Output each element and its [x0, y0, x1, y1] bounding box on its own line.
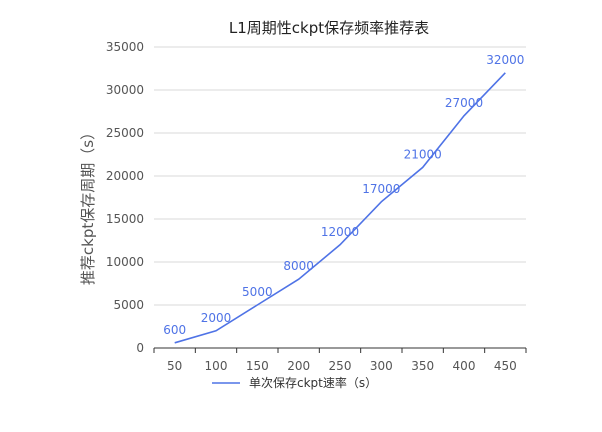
data-label: 5000: [242, 285, 273, 299]
x-tick-label: 250: [329, 359, 352, 373]
legend: 单次保存ckpt速率（s）: [212, 375, 377, 390]
y-axis-label: 推荐ckpt保存周期（s）: [79, 125, 97, 285]
x-tick-label: 200: [287, 359, 310, 373]
legend-label: 单次保存ckpt速率（s）: [249, 375, 377, 390]
x-tick-label: 150: [246, 359, 269, 373]
y-tick-label: 0: [136, 341, 144, 355]
data-label: 32000: [486, 53, 524, 67]
x-axis-ticks: 50 100 150 200 250 300 350 400 450: [153, 348, 527, 373]
y-tick-label: 15000: [106, 212, 144, 226]
data-label: 8000: [283, 259, 314, 273]
data-label: 27000: [445, 96, 483, 110]
y-tick-label: 5000: [113, 298, 144, 312]
data-label: 12000: [321, 225, 359, 239]
series-line: [174, 72, 506, 344]
data-labels: 600 2000 5000 8000 12000 17000 21000 27000 32000: [163, 53, 524, 337]
data-label: 2000: [201, 311, 232, 325]
x-tick-label: 100: [205, 359, 228, 373]
data-label: 17000: [362, 182, 400, 196]
x-tick-label: 400: [453, 359, 476, 373]
x-tick-label: 50: [167, 359, 182, 373]
data-label: 21000: [404, 147, 442, 161]
y-axis-ticks: 0 5000 10000 15000 20000 25000 30000 35000: [106, 40, 144, 355]
x-tick-label: 300: [370, 359, 393, 373]
y-tick-label: 25000: [106, 126, 144, 140]
y-tick-label: 30000: [106, 83, 144, 97]
x-tick-label: 450: [494, 359, 517, 373]
data-label: 600: [163, 323, 186, 337]
chart-title: L1周期性ckpt保存频率推荐表: [229, 19, 429, 37]
y-tick-label: 20000: [106, 169, 144, 183]
y-tick-label: 35000: [106, 40, 144, 54]
grid-lines: [154, 46, 526, 306]
x-tick-label: 350: [411, 359, 434, 373]
y-tick-label: 10000: [106, 255, 144, 269]
